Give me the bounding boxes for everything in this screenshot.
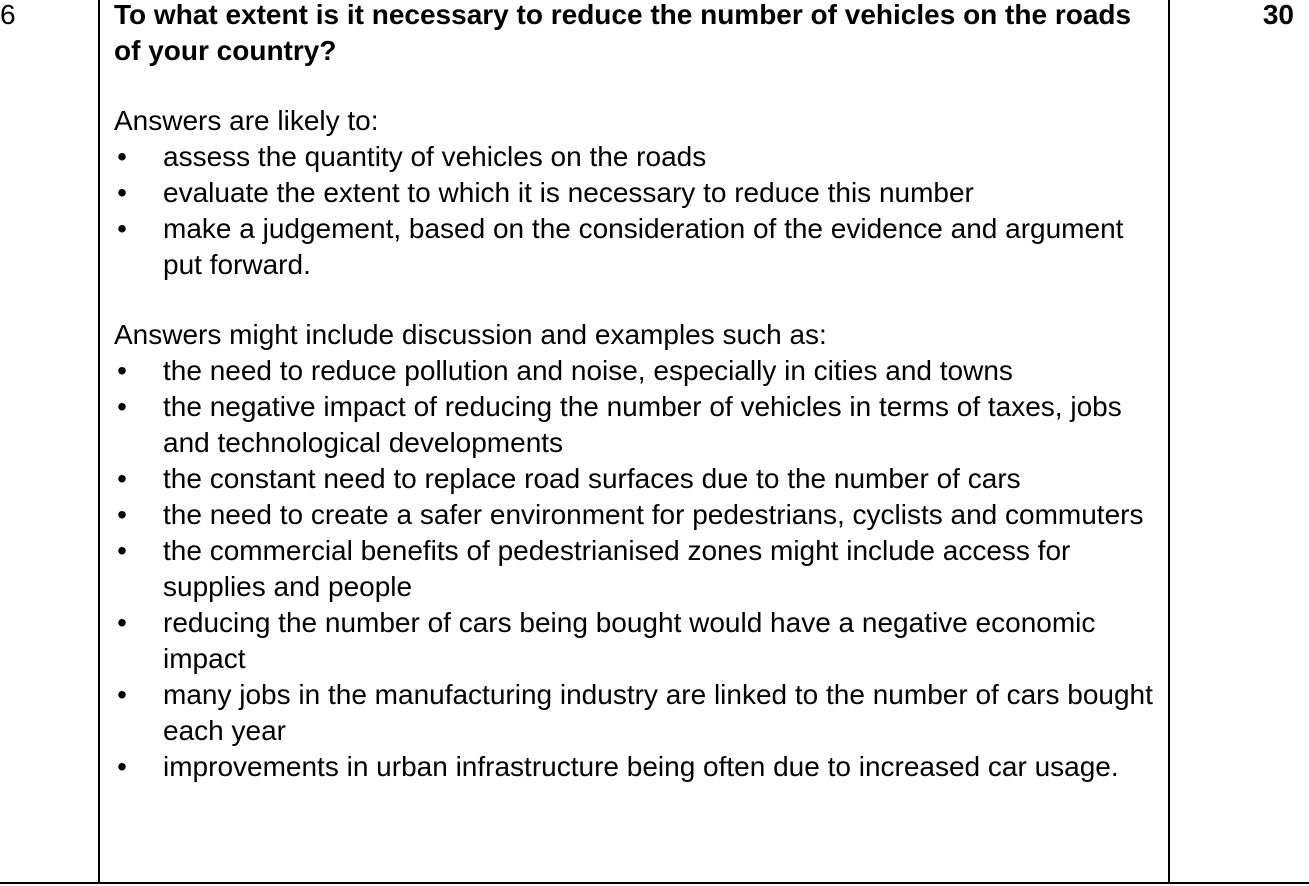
bullet-icon: • — [117, 751, 127, 782]
column-divider-right — [1168, 0, 1170, 884]
list-item: • the constant need to replace road surfa… — [114, 461, 1164, 497]
list-item: • improvements in urban infrastructure be… — [114, 749, 1164, 785]
bullet-icon: • — [117, 355, 127, 386]
likely-list: • assess the quantity of vehicles on the … — [114, 139, 1164, 283]
list-item-text: the need to reduce pollution and noise, … — [163, 355, 1013, 386]
question-number: 6 — [0, 0, 16, 30]
likely-intro: Answers are likely to: — [114, 105, 379, 136]
bullet-icon: • — [117, 499, 127, 530]
list-item: • reducing the number of cars being bough… — [114, 605, 1164, 677]
bullet-icon: • — [117, 213, 127, 244]
list-item-text: reducing the number of cars being bought… — [163, 607, 1096, 674]
list-item-text: improvements in urban infrastructure bei… — [163, 751, 1119, 782]
list-item-text: evaluate the extent to which it is neces… — [163, 177, 974, 208]
list-item-text: the need to create a safer environment f… — [163, 499, 1144, 530]
bullet-icon: • — [117, 141, 127, 172]
question-marks: 30 — [1262, 0, 1294, 30]
list-item-text: the commercial benefits of pedestrianise… — [163, 535, 1071, 602]
list-item: • the negative impact of reducing the num… — [114, 389, 1164, 461]
examples-list: • the need to reduce pollution and noise,… — [114, 353, 1164, 785]
list-item: • many jobs in the manufacturing industry… — [114, 677, 1164, 749]
bullet-icon: • — [117, 535, 127, 566]
bullet-icon: • — [117, 177, 127, 208]
list-item: • the need to reduce pollution and noise,… — [114, 353, 1164, 389]
list-item: • assess the quantity of vehicles on the … — [114, 139, 1164, 175]
list-item: • the need to create a safer environment … — [114, 497, 1164, 533]
bullet-icon: • — [117, 391, 127, 422]
mark-scheme-content: To what extent is it necessary to reduce… — [114, 0, 1164, 785]
bullet-icon: • — [117, 679, 127, 710]
list-item: • the commercial benefits of pedestrianis… — [114, 533, 1164, 605]
list-item-text: the negative impact of reducing the numb… — [163, 391, 1122, 458]
bullet-icon: • — [117, 607, 127, 638]
column-divider-left — [98, 0, 100, 884]
table-bottom-border — [0, 882, 1309, 884]
list-item-text: make a judgement, based on the considera… — [163, 213, 1124, 280]
list-item: • evaluate the extent to which it is nece… — [114, 175, 1164, 211]
list-item-text: many jobs in the manufacturing industry … — [163, 679, 1153, 746]
list-item-text: assess the quantity of vehicles on the r… — [163, 141, 707, 172]
list-item: • make a judgement, based on the consider… — [114, 211, 1164, 283]
list-item-text: the constant need to replace road surfac… — [163, 463, 1021, 494]
examples-intro: Answers might include discussion and exa… — [114, 319, 827, 350]
bullet-icon: • — [117, 463, 127, 494]
question-title: To what extent is it necessary to reduce… — [114, 0, 1132, 66]
